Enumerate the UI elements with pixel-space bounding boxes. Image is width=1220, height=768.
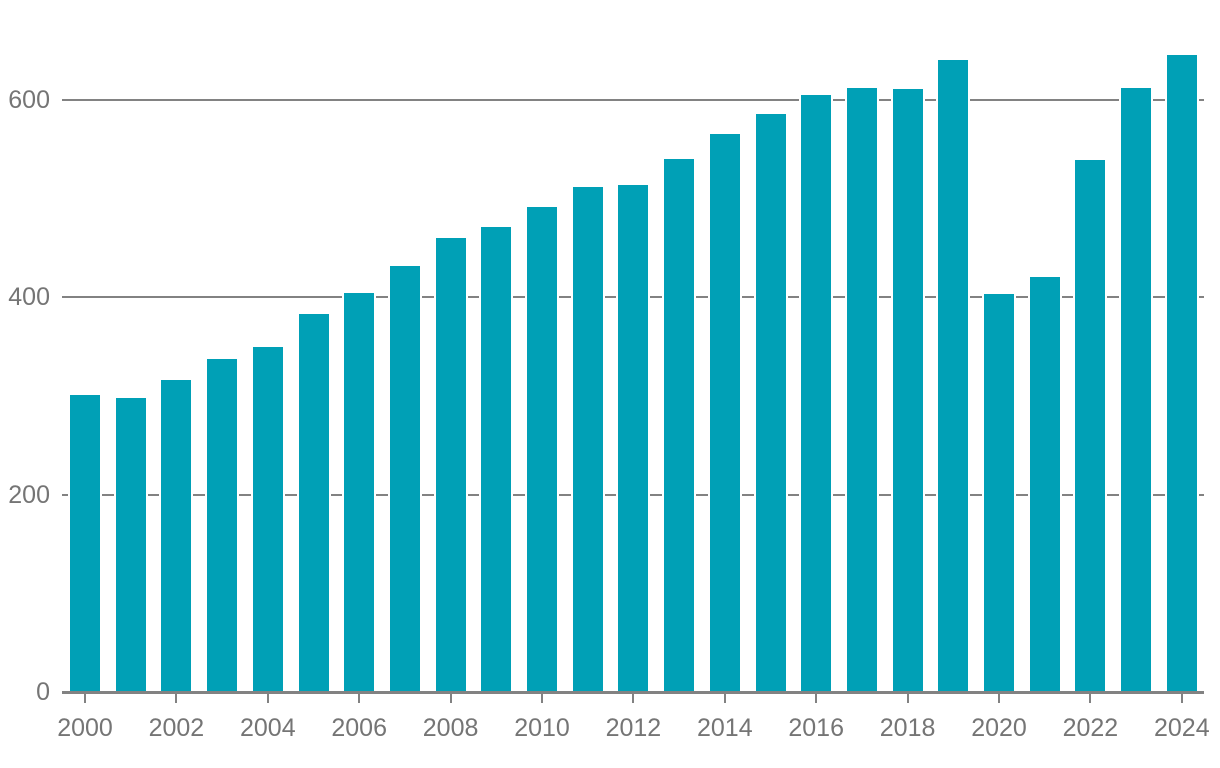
bar-2002 [159, 380, 194, 692]
bar-2018 [890, 89, 925, 692]
bar-2003 [205, 359, 240, 692]
bar-2010 [525, 207, 559, 692]
x-axis-tick-label-2022: 2022 [1062, 714, 1119, 742]
x-axis-tick-2016 [815, 694, 818, 703]
bar-2006 [342, 293, 377, 692]
x-axis-tick-2002 [175, 694, 178, 703]
x-axis-tick-label-2000: 2000 [57, 714, 113, 742]
bar-2019 [936, 60, 971, 692]
x-axis-tick-label-2018: 2018 [879, 714, 936, 742]
x-axis-tick-2012 [632, 694, 635, 703]
bar-2001 [113, 398, 148, 692]
bar-2000 [68, 395, 102, 692]
bar-2023 [1119, 88, 1154, 692]
x-axis-line [62, 691, 1204, 694]
bar-2007 [387, 266, 422, 692]
bar-2017 [844, 88, 879, 692]
bar-2021 [1027, 277, 1062, 692]
bar-2011 [570, 187, 605, 692]
x-axis-tick-label-2020: 2020 [971, 714, 1027, 742]
bar-2022 [1073, 160, 1108, 692]
x-axis-tick-label-2014: 2014 [696, 714, 753, 742]
x-axis-tick-label-2010: 2010 [514, 714, 570, 742]
y-axis-tick-label-600: 600 [8, 86, 50, 114]
x-axis-tick-2024 [1180, 694, 1183, 703]
x-axis-tick-2000 [84, 694, 86, 703]
y-axis-tick-label-0: 0 [36, 678, 50, 706]
y-axis-tick-label-400: 400 [8, 283, 50, 311]
x-axis-tick-2014 [723, 694, 726, 703]
x-axis-tick-2010 [541, 694, 543, 703]
bar-2009 [479, 227, 514, 692]
x-axis-tick-2008 [449, 694, 452, 703]
bar-2015 [753, 114, 788, 692]
x-axis-tick-label-2008: 2008 [422, 714, 479, 742]
x-axis-tick-2018 [906, 694, 909, 703]
bar-2014 [707, 134, 742, 692]
x-axis-tick-label-2024: 2024 [1153, 714, 1210, 742]
x-axis-tick-2020 [998, 694, 1000, 703]
x-axis-tick-label-2012: 2012 [605, 714, 662, 742]
x-axis-tick-label-2004: 2004 [239, 714, 296, 742]
bar-2020 [982, 294, 1016, 692]
gridline-600 [62, 99, 1204, 101]
bar-2005 [296, 314, 331, 692]
bar-2024 [1164, 55, 1199, 692]
x-axis-tick-2004 [266, 694, 269, 703]
bar-2013 [662, 159, 697, 692]
x-axis-tick-2022 [1089, 694, 1092, 703]
y-axis-tick-label-200: 200 [8, 481, 50, 509]
bar-2012 [616, 185, 651, 692]
x-axis-tick-label-2006: 2006 [331, 714, 387, 742]
bar-2016 [799, 95, 834, 692]
bar-2008 [433, 238, 468, 692]
bar-2004 [250, 347, 285, 692]
x-axis-tick-label-2002: 2002 [148, 714, 205, 742]
x-axis-tick-label-2016: 2016 [788, 714, 844, 742]
x-axis-tick-2006 [358, 694, 361, 703]
